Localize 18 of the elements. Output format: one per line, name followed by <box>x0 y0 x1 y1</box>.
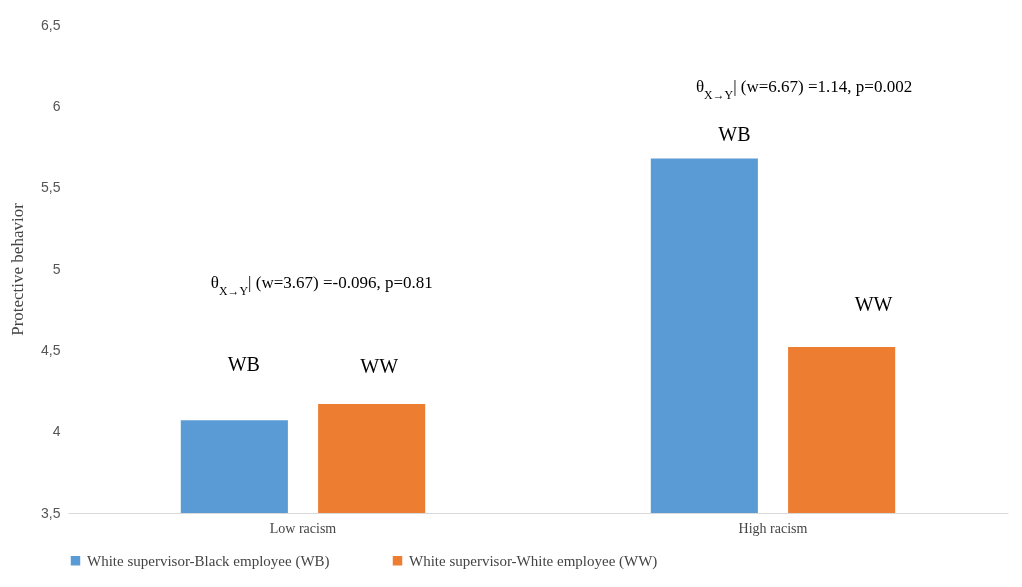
annotation: WW <box>360 354 399 377</box>
x-tick-label: High racism <box>738 520 808 536</box>
legend-label: White supervisor-Black employee (WB) <box>87 552 330 570</box>
x-tick-label: Low racism <box>269 520 337 536</box>
y-tick-label: 5 <box>52 260 61 277</box>
annotation: WB <box>227 353 260 376</box>
annotation: WW <box>854 293 893 316</box>
y-tick-label: 6 <box>52 97 61 114</box>
legend-label: White supervisor-White employee (WW) <box>409 552 658 570</box>
annotation: θ$_{X→Y}$| (w=3.67) =-0.096, p=0.81 <box>210 273 433 299</box>
y-tick-label: 3,5 <box>41 504 61 521</box>
y-axis-title: Protective behavior <box>8 202 28 336</box>
annotation: θ$_{X→Y}$| (w=6.67) =1.14, p=0.002 <box>695 76 913 102</box>
y-tick-label: 5,5 <box>41 179 61 196</box>
annotation: WB <box>718 122 751 145</box>
y-tick-label: 4 <box>52 423 61 440</box>
y-tick-label: 4,5 <box>41 341 61 358</box>
y-tick-label: 6,5 <box>41 16 61 33</box>
